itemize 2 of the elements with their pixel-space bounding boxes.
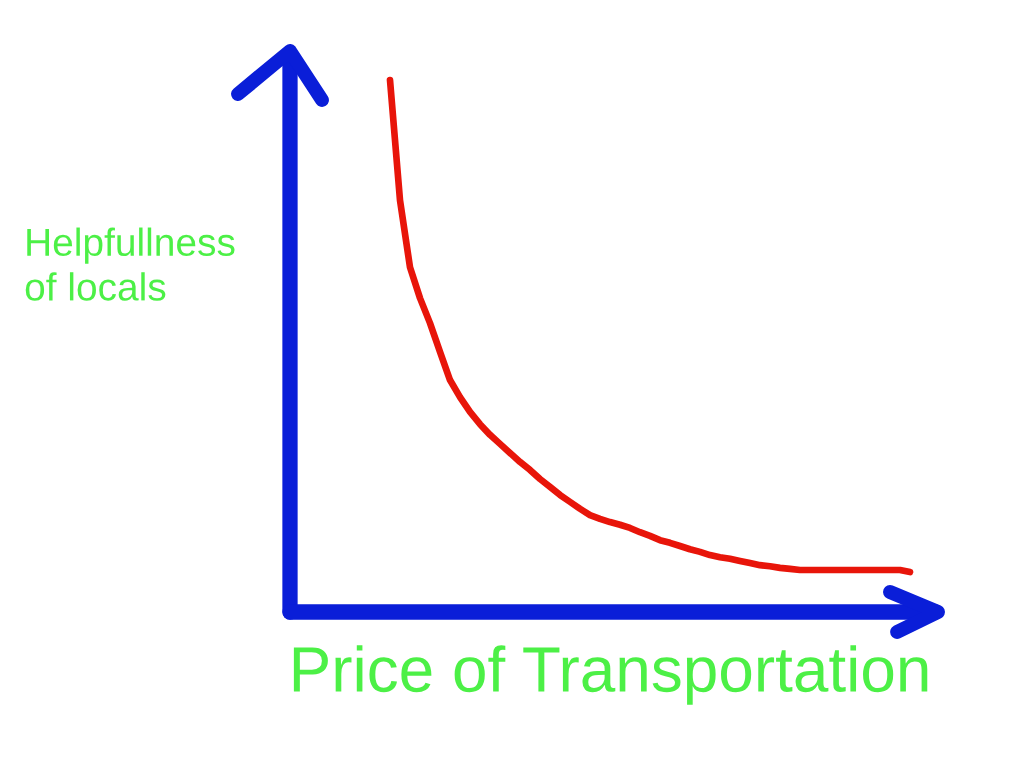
x-axis-title: Price of Transportation <box>293 645 928 705</box>
y-axis-title: Helpfullness of locals <box>25 227 235 301</box>
